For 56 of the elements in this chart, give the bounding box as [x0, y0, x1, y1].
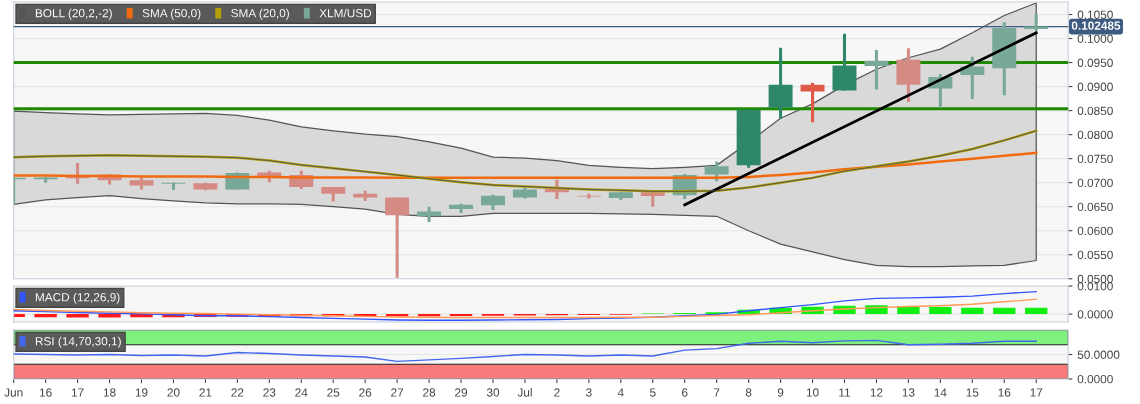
- x-tick-label: 28: [423, 388, 436, 397]
- y-tick-label: 0.0500: [1077, 274, 1113, 284]
- x-tick-label: Jul: [517, 387, 532, 397]
- legend-label: MACD (12,26,9): [35, 292, 120, 304]
- x-tick-label: 4: [617, 388, 624, 397]
- x-tick-label: 17: [71, 388, 84, 397]
- y-tick-label: 0.0800: [1077, 130, 1113, 140]
- y-tick-label: 0.0650: [1077, 202, 1113, 212]
- x-tick-label: 3: [586, 388, 592, 397]
- x-tick-label: 19: [135, 388, 148, 397]
- x-tick-label: 2: [554, 388, 560, 397]
- y-tick-label: 0.0950: [1077, 58, 1113, 67]
- x-tick-label: 9: [777, 388, 784, 397]
- x-tick-label: 17: [1030, 388, 1043, 397]
- legend-label: SMA (50,0): [142, 8, 201, 20]
- x-tick-label: 24: [295, 388, 308, 397]
- x-tick-label: 11: [839, 388, 851, 397]
- y-tick-label: 0.0000: [1077, 374, 1113, 384]
- x-tick-label: 20: [167, 388, 180, 397]
- x-tick-label: Jun: [4, 388, 23, 397]
- x-tick-label: 18: [103, 388, 116, 397]
- x-tick-label: 10: [806, 388, 819, 397]
- x-tick-label: 16: [998, 388, 1011, 397]
- x-tick-label: 29: [455, 388, 468, 397]
- text: BOLL (20,2,-2): [35, 8, 112, 20]
- y-tick-label: 0.0850: [1077, 106, 1113, 115]
- y-tick-label: 0.0000: [1077, 310, 1113, 319]
- y-tick-label: 0.0900: [1077, 82, 1113, 91]
- y-tick-label: 0.0700: [1077, 178, 1113, 188]
- y-tick-label: 0.0750: [1077, 154, 1113, 164]
- y-tick-label: 0.0600: [1077, 226, 1113, 236]
- y-tick-label: 0.1000: [1077, 34, 1113, 43]
- x-tick-label: 27: [391, 388, 404, 397]
- x-tick-label: 12: [870, 388, 883, 397]
- x-tick-label: 22: [231, 388, 244, 397]
- y-tick-label: 0.0100: [1077, 282, 1113, 291]
- legend-label: RSI (14,70,30,1): [35, 336, 121, 348]
- x-tick-label: 25: [327, 388, 340, 397]
- x-tick-label: 13: [902, 388, 915, 397]
- legend-label: XLM/USD: [319, 8, 372, 18]
- x-tick-label: 23: [263, 388, 276, 397]
- x-tick-label: 30: [486, 388, 500, 397]
- x-tick-label: 14: [934, 388, 947, 397]
- x-tick-label: 8: [745, 388, 752, 397]
- x-tick-label: 21: [199, 388, 212, 397]
- x-tick-label: 26: [359, 388, 372, 397]
- y-tick-label: 0.1050: [1077, 10, 1113, 19]
- x-tick-label: 16: [39, 388, 52, 397]
- x-tick-label: 15: [966, 388, 979, 397]
- legend-label: SMA (20,0): [231, 8, 289, 20]
- ref-line-label: 0.102485: [1071, 21, 1121, 30]
- x-tick-label: 5: [649, 388, 656, 397]
- y-tick-label: 0.0550: [1077, 250, 1113, 260]
- x-tick-label: 6: [682, 388, 688, 397]
- y-tick-label: 50.0000: [1077, 350, 1120, 359]
- x-tick-label: 7: [714, 388, 720, 397]
